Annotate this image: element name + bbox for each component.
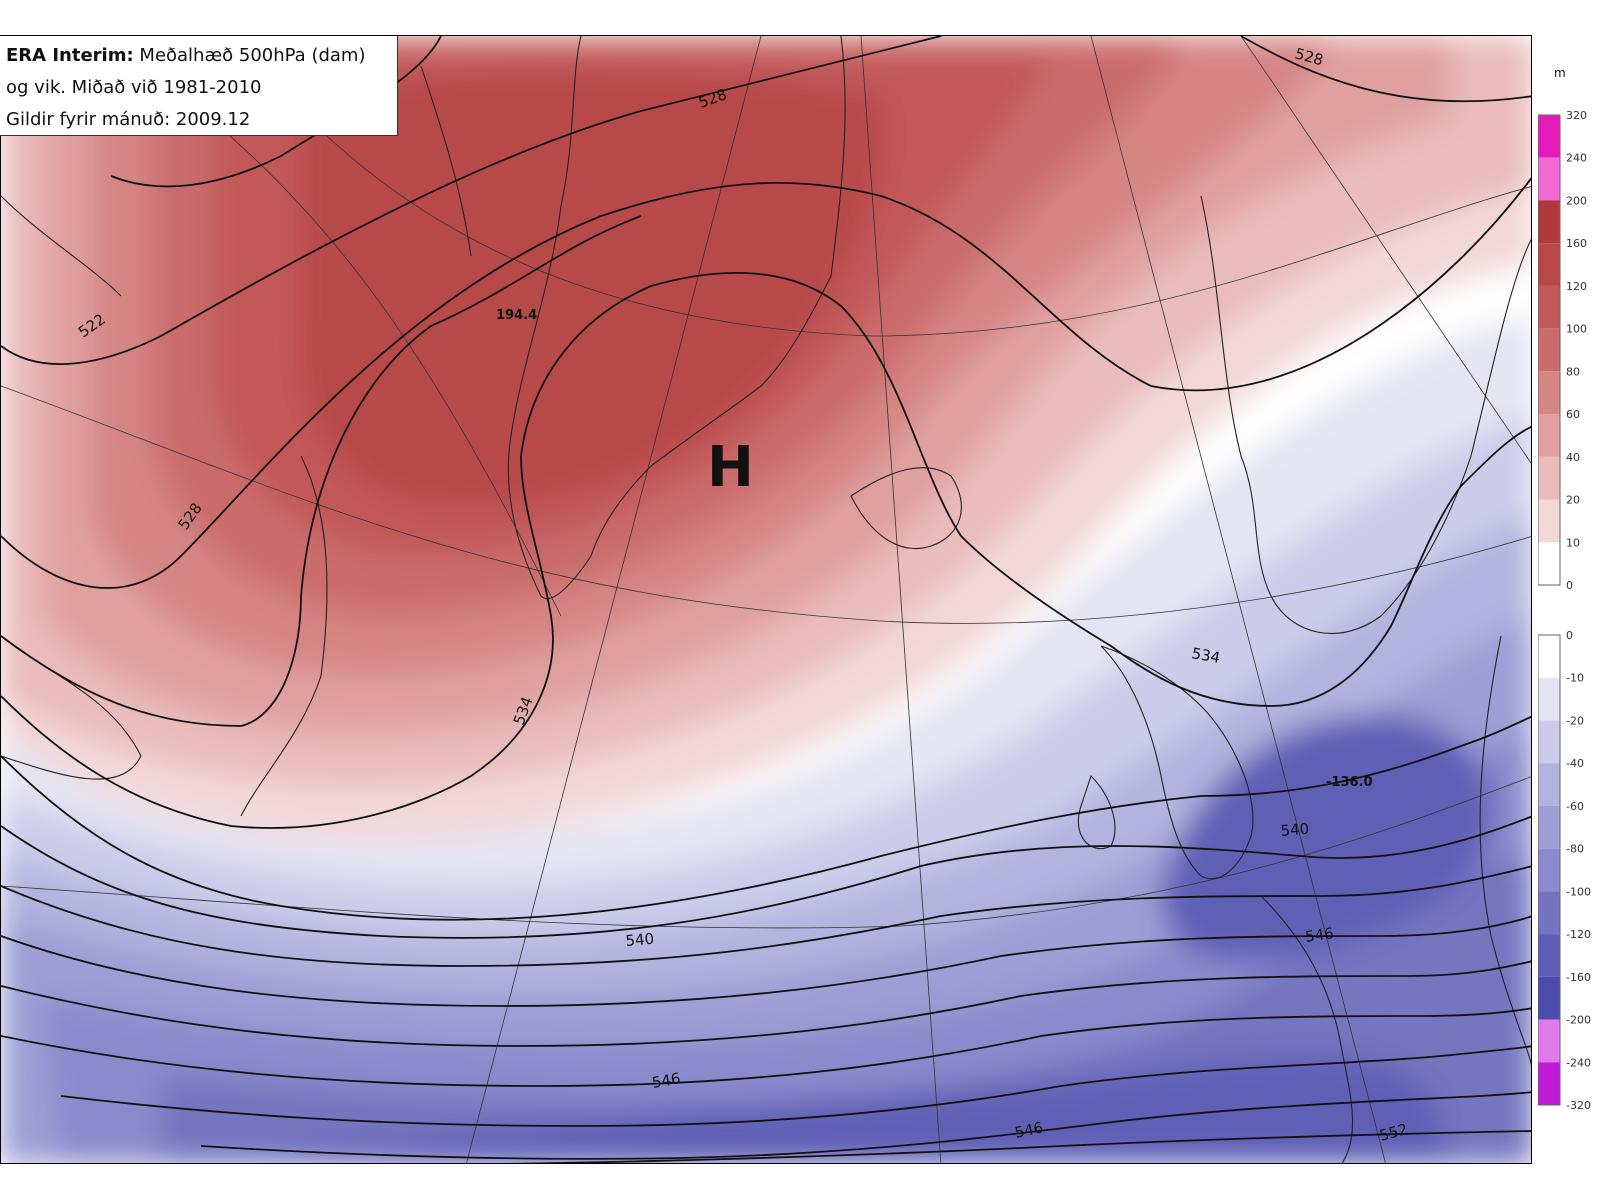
colorbar-negative-tick-label: 0 (1566, 629, 1573, 642)
title-source: ERA Interim: (6, 45, 134, 66)
colorbar-positive-swatch (1538, 115, 1560, 158)
colorbar-positive-tick-label: 20 (1566, 494, 1580, 507)
colorbar-positive-tick-label: 120 (1566, 280, 1587, 293)
colorbar-negative-tick-label: -60 (1566, 800, 1584, 813)
anomaly-shading (1, 36, 1531, 1163)
max-anomaly-label: 194.4 (496, 308, 537, 323)
colorbar-negative-tick-label: -320 (1566, 1099, 1591, 1110)
contour-label: 546 (1304, 924, 1335, 946)
colorbar-negative-swatch (1538, 1019, 1560, 1063)
high-pressure-marker: H (707, 435, 754, 500)
colorbar-negative-swatch (1538, 934, 1560, 977)
colorbar-positive-swatch (1538, 499, 1560, 543)
colorbar-negative-swatch (1538, 1062, 1560, 1105)
colorbar-negative-swatch (1538, 763, 1560, 806)
colorbar-negative-swatch (1538, 976, 1560, 1020)
contour-label: 540 (625, 930, 655, 950)
colorbar-negative-frame (1538, 634, 1561, 1106)
colorbar-positive-swatch (1538, 371, 1560, 415)
colorbar-positive-tick-label: 100 (1566, 323, 1587, 336)
colorbar-negative: 0 -10 -20 -40 -60 -80 -100 -120 -160 -200 -240 -320 (1538, 629, 1591, 1110)
colorbar-positive-swatch (1538, 285, 1560, 329)
colorbar-positive-tick-label: 40 (1566, 451, 1580, 464)
colorbar-negative-swatch (1538, 677, 1560, 721)
colorbar-positive-swatch (1538, 456, 1560, 500)
colorbar-negative-swatch (1538, 635, 1560, 678)
colorbar-positive-tick-label: 60 (1566, 408, 1580, 421)
title-box: ERA Interim: Meðalhæð 500hPa (dam) og vi… (0, 36, 398, 136)
min-anomaly-label: -136.0 (1326, 775, 1373, 790)
title-line-2: og vik. Miðað við 1981-2010 (6, 77, 262, 98)
colorbar-negative-swatch (1538, 720, 1560, 764)
map-panel: 528 528 522 528 534 534 540 540 546 546 … (0, 35, 1532, 1164)
colorbar-positive-frame (1538, 114, 1561, 586)
colorbar-negative-tick-label: -20 (1566, 714, 1584, 727)
contour-label: 534 (1190, 644, 1221, 667)
colorbar-negative-swatch (1538, 891, 1560, 935)
colorbar-positive-swatch (1538, 328, 1560, 372)
colorbar-positive-tick-label: 0 (1566, 579, 1573, 592)
colorbar-negative-swatch (1538, 848, 1560, 892)
height-contours (1, 36, 1531, 1163)
colorbar-positive-swatch (1538, 243, 1560, 286)
colorbar-positive-tick-label: 200 (1566, 194, 1587, 207)
colorbar-negative-tick-label: -10 (1566, 672, 1584, 685)
colorbar-positive-tick-label: 160 (1566, 237, 1587, 250)
colorbar-negative-tick-label: -80 (1566, 843, 1584, 856)
title-line-1: ERA Interim: Meðalhæð 500hPa (dam) (6, 40, 391, 72)
colorbar-negative-tick-label: -100 (1566, 885, 1591, 898)
colorbar-positive-swatch (1538, 414, 1560, 457)
colorbar-negative-tick-label: -240 (1566, 1056, 1591, 1069)
colorbar-negative-tick-label: -40 (1566, 757, 1584, 770)
colorbar-negative-swatch (1538, 805, 1560, 849)
colorbar-positive-tick-label: 320 (1566, 110, 1587, 122)
colorbar-unit: m (1554, 66, 1566, 80)
contour-label: 546 (651, 1069, 682, 1092)
title-line-3: Gildir fyrir mánuð: 2009.12 (6, 109, 251, 130)
contour-label: 540 (1280, 820, 1310, 840)
colorbar-positive-tick-label: 240 (1566, 152, 1587, 165)
map-canvas: 528 528 522 528 534 534 540 540 546 546 … (1, 36, 1531, 1163)
title-variable: Meðalhæð 500hPa (dam) (133, 45, 366, 66)
colorbar-positive-swatch (1538, 157, 1560, 201)
colorbar-positive-swatch (1538, 542, 1560, 585)
colorbar-negative-tick-label: -200 (1566, 1014, 1591, 1027)
colorbar-positive-tick-label: 10 (1566, 536, 1580, 549)
contour-label: 546 (1013, 1118, 1045, 1142)
colorbar-positive-swatch (1538, 200, 1560, 244)
colorbar-negative-tick-label: -120 (1566, 928, 1591, 941)
colorbar-positive-tick-label: 80 (1566, 365, 1580, 378)
colorbar-negative-tick-label: -160 (1566, 971, 1591, 984)
